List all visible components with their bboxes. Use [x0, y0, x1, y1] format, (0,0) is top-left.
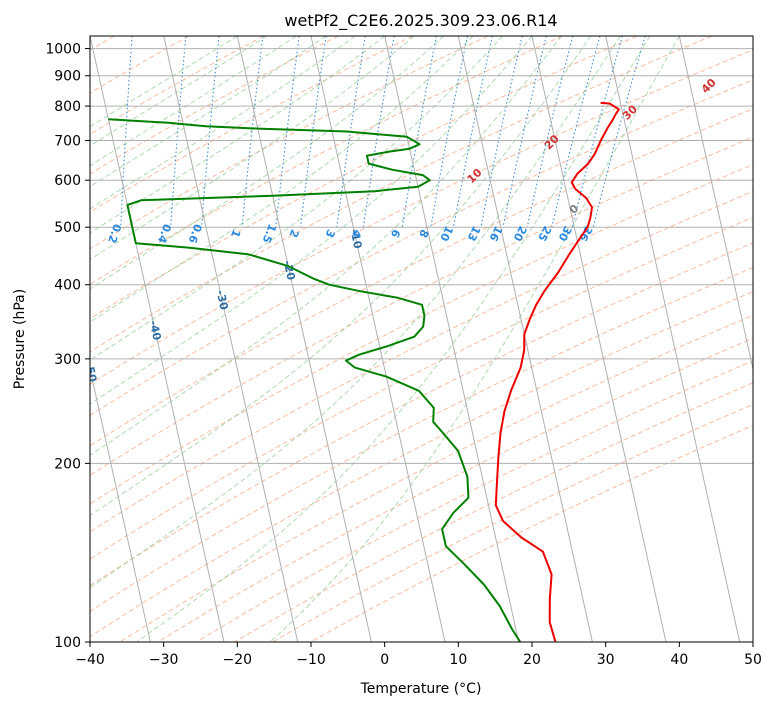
dry-adiabat — [90, 266, 753, 613]
mixing-ratio-label: 1 — [228, 228, 243, 240]
y-tick-label: 800 — [54, 99, 81, 115]
mixing-ratio-line — [502, 36, 547, 228]
moist-adiabat — [90, 36, 533, 405]
mixing-ratio-label: 10 — [437, 224, 456, 244]
mixing-ratio-label: 0.4 — [155, 222, 174, 245]
mixing-ratio-label: 0.6 — [185, 222, 204, 245]
dry-adiabat — [90, 79, 753, 416]
mixing-ratio-line — [200, 36, 220, 228]
mixing-ratio-label: 0.2 — [105, 222, 123, 245]
dry-adiabat — [90, 36, 339, 175]
isotherm-label: -40 — [147, 319, 164, 342]
mixing-ratio-line — [362, 36, 395, 228]
mixing-ratio-line — [592, 36, 646, 228]
mixing-ratio-label: 25 — [535, 224, 554, 244]
mixing-ratio-label: 20 — [510, 224, 529, 244]
moist-adiabat — [90, 36, 592, 517]
dry-adiabat — [90, 242, 753, 587]
dry-adiabat — [90, 36, 712, 353]
isotherm-label: -30 — [214, 289, 231, 312]
isotherm — [678, 36, 753, 372]
moist-adiabat — [136, 36, 651, 642]
x-tick-label: 40 — [670, 652, 688, 668]
isotherm-label: -50 — [82, 361, 99, 384]
isotherm — [90, 366, 151, 642]
moist-adiabat — [90, 36, 238, 128]
mixing-ratio-line — [300, 36, 327, 228]
x-tick-label: 20 — [523, 652, 541, 668]
y-tick-label: 900 — [54, 69, 81, 85]
profiles — [108, 101, 620, 642]
plot-frame — [89, 35, 754, 643]
y-tick-label: 700 — [54, 133, 81, 149]
y-tick-label: 200 — [54, 456, 81, 472]
moist-adiabat — [90, 36, 415, 261]
mixing-ratio-label: 16 — [486, 224, 505, 244]
dry-adiabat — [90, 49, 753, 385]
x-tick-label: −20 — [223, 652, 253, 668]
moist-adiabat — [90, 36, 356, 210]
x-tick-label: −30 — [149, 652, 179, 668]
dry-adiabat — [90, 108, 753, 447]
dry-adiabat — [234, 382, 753, 642]
y-tick-label: 1000 — [45, 42, 81, 58]
y-tick-label: 100 — [54, 635, 81, 651]
dry-adiabat — [90, 36, 414, 213]
y-tick-label: 400 — [54, 278, 81, 294]
dry-adiabat — [119, 314, 753, 642]
isotherm — [531, 36, 667, 642]
y-tick-label: 500 — [54, 220, 81, 236]
x-tick-label: 50 — [744, 652, 762, 668]
mixing-ratio-line — [241, 36, 264, 228]
y-axis: 100 200 300 400 500 600 700 800 900 1000 — [45, 42, 90, 651]
x-axis: −40 −30 −20 −10 0 10 20 30 40 50 — [75, 642, 762, 668]
mixing-ratio-line — [480, 36, 523, 228]
isotherm — [605, 36, 741, 642]
temperature-profile — [494, 101, 620, 642]
mixing-ratio-label: 13 — [464, 224, 482, 244]
mixing-ratio-line — [551, 36, 601, 228]
dry-adiabat — [90, 36, 563, 285]
isotherm — [236, 36, 372, 642]
x-axis-label: Temperature (°C) — [360, 681, 482, 697]
moist-adiabat — [90, 36, 444, 290]
mixing-ratio-line — [452, 36, 493, 228]
moist-adiabat — [269, 36, 680, 642]
moist-adiabat — [90, 36, 562, 456]
pressure-gridlines — [90, 48, 753, 642]
isotherm — [163, 36, 299, 642]
isotherm — [457, 36, 593, 642]
moist-adiabat — [90, 36, 621, 589]
isotherm — [310, 36, 446, 642]
x-tick-label: 0 — [380, 652, 389, 668]
x-tick-label: −10 — [296, 652, 326, 668]
x-tick-label: 10 — [449, 652, 467, 668]
mixing-ratio-line — [571, 36, 623, 228]
mixing-ratio-line — [430, 36, 469, 228]
y-tick-label: 600 — [54, 173, 81, 189]
dry-adiabat — [272, 403, 753, 642]
y-tick-label: 300 — [54, 352, 81, 368]
dry-adiabat — [90, 216, 753, 560]
dewpoint-profile — [108, 118, 522, 642]
x-tick-label: −40 — [75, 652, 105, 668]
moist-adiabat — [90, 36, 385, 234]
dry-adiabat — [90, 291, 753, 638]
chart-title: wetPf2_C2E6.2025.309.23.06.R14 — [284, 11, 557, 31]
mixing-ratio-line — [526, 36, 574, 228]
isotherm — [90, 36, 225, 642]
x-tick-label: 30 — [597, 652, 615, 668]
dry-adiabat — [90, 36, 488, 250]
isotherm-label: -10 — [347, 228, 364, 251]
moist-adiabat — [90, 36, 297, 167]
y-axis-label: Pressure (hPa) — [12, 289, 28, 389]
mixing-ratio-line — [401, 36, 437, 228]
